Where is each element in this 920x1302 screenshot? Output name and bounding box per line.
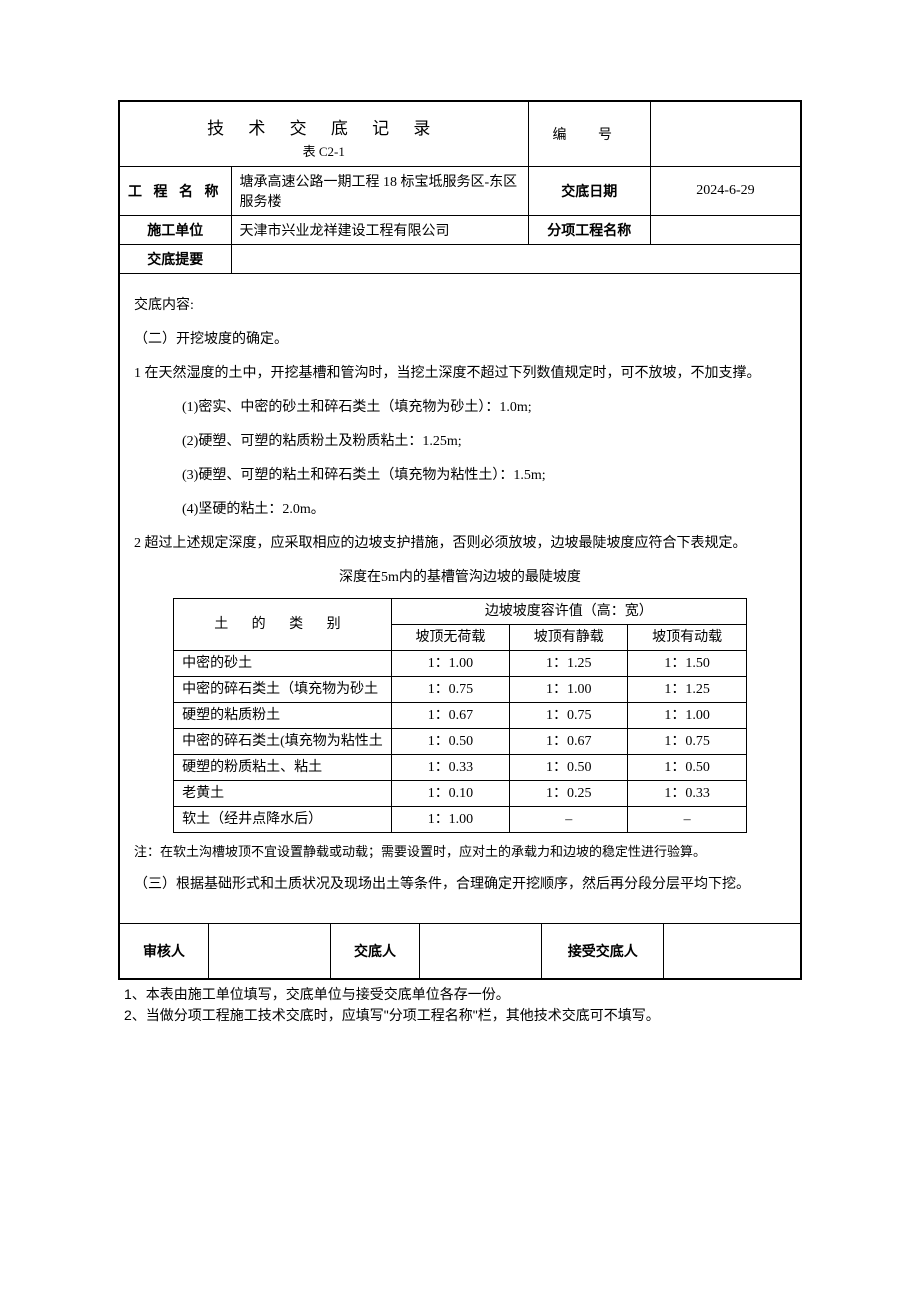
cell-soil: 硬塑的粉质粘土、粘土 — [174, 755, 392, 781]
unit-value: 天津市兴业龙祥建设工程有限公司 — [231, 216, 528, 245]
col-static: 坡顶有静载 — [510, 625, 628, 651]
cell-a: 1：0.50 — [391, 729, 509, 755]
cell-c: 1：1.00 — [628, 703, 746, 729]
slope-table: 土 的 类 别 边坡坡度容许值（高：宽） 坡顶无荷载 坡顶有静载 坡顶有动载 中… — [173, 598, 747, 833]
cell-b: 1：0.50 — [510, 755, 628, 781]
cell-soil: 中密的碎石类土(填充物为粘性土 — [174, 729, 392, 755]
signature-table: 审核人 交底人 接受交底人 — [120, 923, 800, 978]
footnote-2: 2、当做分项工程施工技术交底时，应填写"分项工程名称"栏，其他技术交底可不填写。 — [124, 1005, 802, 1026]
project-value: 塘承高速公路一期工程 18 标宝坻服务区-东区服务楼 — [231, 167, 528, 216]
reviewer-value — [208, 924, 330, 978]
cell-c: 1：1.25 — [628, 677, 746, 703]
project-label: 工 程 名 称 — [120, 167, 231, 216]
col-dynamic: 坡顶有动载 — [628, 625, 746, 651]
item-2: (2)硬塑、可塑的粘质粉土及粉质粘土：1.25m; — [134, 428, 786, 456]
table-row: 软土（经井点降水后）1：1.00–– — [174, 807, 747, 833]
cell-a: 1：0.75 — [391, 677, 509, 703]
cell-c: 1：0.75 — [628, 729, 746, 755]
subproject-label: 分项工程名称 — [528, 216, 650, 245]
content-heading: 交底内容: — [134, 292, 786, 320]
col-group: 边坡坡度容许值（高：宽） — [391, 599, 746, 625]
section2-title: （二）开挖坡度的确定。 — [134, 326, 786, 354]
cell-a: 1：0.67 — [391, 703, 509, 729]
slope-table-title: 深度在5m内的基槽管沟边坡的最陡坡度 — [134, 564, 786, 592]
item-4: (4)坚硬的粘土：2.0m。 — [134, 496, 786, 524]
table-code: 表 C2-1 — [128, 141, 520, 160]
cell-b: 1：0.67 — [510, 729, 628, 755]
section3: （三）根据基础形式和土质状况及现场出土等条件，合理确定开挖顺序，然后再分段分层平… — [134, 871, 786, 899]
summary-value — [231, 245, 800, 274]
table-note: 注：在软土沟槽坡顶不宜设置静载或动载；需要设置时，应对土的承载力和边坡的稳定性进… — [134, 839, 786, 865]
item-3: (3)硬塑、可塑的粘土和碎石类土（填充物为粘性土）：1.5m; — [134, 462, 786, 490]
content-area: 交底内容: （二）开挖坡度的确定。 1 在天然湿度的土中，开挖基槽和管沟时，当挖… — [120, 273, 800, 923]
reviewer-label: 审核人 — [120, 924, 208, 978]
cell-b: 1：1.25 — [510, 651, 628, 677]
footnote-1: 1、本表由施工单位填写，交底单位与接受交底单位各存一份。 — [124, 984, 802, 1005]
cell-b: 1：1.00 — [510, 677, 628, 703]
item-1: (1)密实、中密的砂土和碎石类土（填充物为砂土）：1.0m; — [134, 394, 786, 422]
cell-b: 1：0.25 — [510, 781, 628, 807]
table-row: 中密的砂土1：1.001：1.251：1.50 — [174, 651, 747, 677]
bianhao-value — [650, 102, 800, 167]
col-noload: 坡顶无荷载 — [391, 625, 509, 651]
subproject-value — [650, 216, 800, 245]
receiver-value — [664, 924, 800, 978]
para-1: 1 在天然湿度的土中，开挖基槽和管沟时，当挖土深度不超过下列数值规定时，可不放坡… — [134, 360, 786, 388]
discloser-label: 交底人 — [331, 924, 419, 978]
cell-b: 1：0.75 — [510, 703, 628, 729]
cell-soil: 中密的碎石类土（填充物为砂土 — [174, 677, 392, 703]
cell-soil: 软土（经井点降水后） — [174, 807, 392, 833]
unit-label: 施工单位 — [120, 216, 231, 245]
table-row: 中密的碎石类土(填充物为粘性土1：0.501：0.671：0.75 — [174, 729, 747, 755]
cell-a: 1：0.33 — [391, 755, 509, 781]
cell-soil: 硬塑的粘质粉土 — [174, 703, 392, 729]
table-row: 中密的碎石类土（填充物为砂土1：0.751：1.001：1.25 — [174, 677, 747, 703]
title-text: 技 术 交 底 记 录 — [207, 119, 440, 138]
para-2: 2 超过上述规定深度，应采取相应的边坡支护措施，否则必须放坡，边坡最陡坡度应符合… — [134, 530, 786, 558]
col-soil: 土 的 类 别 — [174, 599, 392, 651]
cell-c: 1：1.50 — [628, 651, 746, 677]
cell-b: – — [510, 807, 628, 833]
summary-label: 交底提要 — [120, 245, 231, 274]
cell-a: 1：1.00 — [391, 651, 509, 677]
cell-c: 1：0.33 — [628, 781, 746, 807]
table-row: 老黄土1：0.101：0.251：0.33 — [174, 781, 747, 807]
header-table: 技 术 交 底 记 录 表 C2-1 编 号 工 程 名 称 塘承高速公路一期工… — [120, 102, 800, 273]
cell-c: – — [628, 807, 746, 833]
bianhao-label: 编 号 — [528, 102, 650, 167]
cell-c: 1：0.50 — [628, 755, 746, 781]
cell-soil: 老黄土 — [174, 781, 392, 807]
form-title: 技 术 交 底 记 录 表 C2-1 — [128, 106, 520, 162]
cell-a: 1：0.10 — [391, 781, 509, 807]
discloser-value — [419, 924, 541, 978]
footnotes: 1、本表由施工单位填写，交底单位与接受交底单位各存一份。 2、当做分项工程施工技… — [118, 984, 802, 1026]
form-container: 技 术 交 底 记 录 表 C2-1 编 号 工 程 名 称 塘承高速公路一期工… — [118, 100, 802, 980]
receiver-label: 接受交底人 — [542, 924, 664, 978]
date-label: 交底日期 — [528, 167, 650, 216]
table-row: 硬塑的粉质粘土、粘土1：0.331：0.501：0.50 — [174, 755, 747, 781]
cell-a: 1：1.00 — [391, 807, 509, 833]
date-value: 2024-6-29 — [650, 167, 800, 216]
table-row: 硬塑的粘质粉土1：0.671：0.751：1.00 — [174, 703, 747, 729]
cell-soil: 中密的砂土 — [174, 651, 392, 677]
